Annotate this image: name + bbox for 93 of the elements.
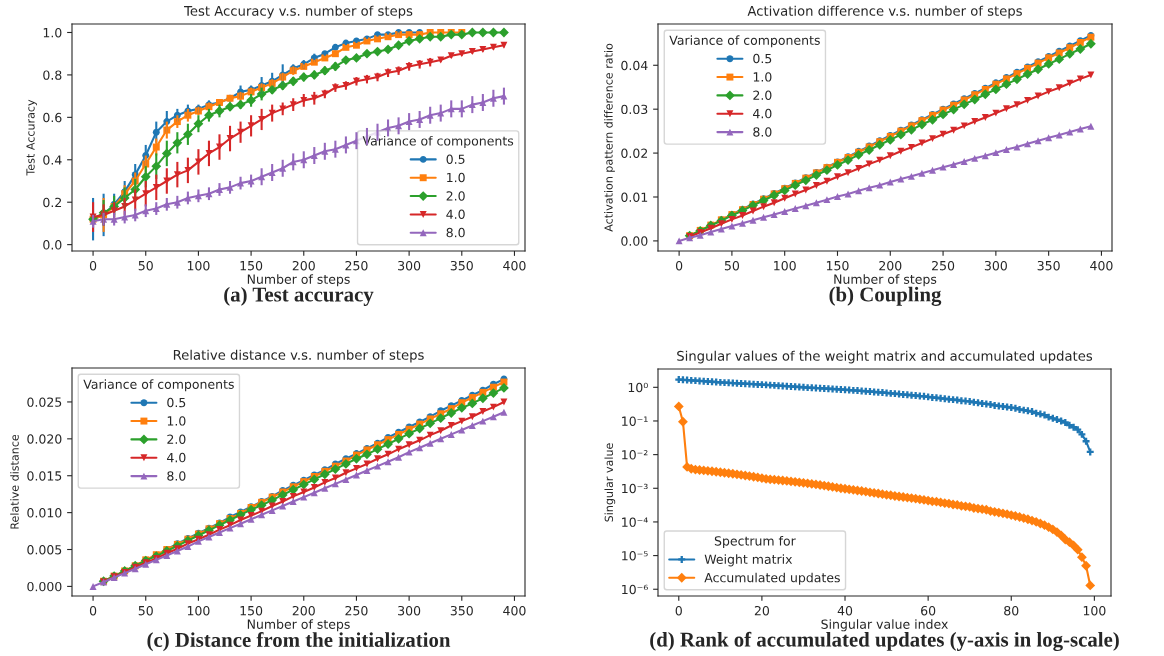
y-tick-label: 0.025 <box>27 397 62 407</box>
y-tick-label: 0.04 <box>621 60 648 71</box>
x-tick-label: 0 <box>89 260 97 271</box>
legend-label: 2.0 <box>753 90 772 100</box>
y-tick-label: 0.02 <box>621 148 648 159</box>
x-tick-label: 350 <box>450 260 473 271</box>
x-tick-label: 150 <box>826 260 849 271</box>
y-axis-title: Relative distance <box>10 434 19 529</box>
y-axis-title: Activation pattern difference ratio <box>604 43 615 232</box>
x-tick-label: 80 <box>1004 605 1019 616</box>
chart-title: Singular values of the weight matrix and accumulated updates <box>677 350 1093 364</box>
y-tick-label: 0.005 <box>27 544 62 555</box>
x-tick-label: 100 <box>1083 605 1106 616</box>
y-tick-label: 10⁻¹ <box>622 416 648 426</box>
y-tick-label: 0.020 <box>27 434 62 444</box>
text: (b) Coupling <box>829 286 942 306</box>
x-tick-label: 200 <box>292 260 315 271</box>
legend-label: Accumulated updates <box>704 572 840 585</box>
legend-label: 8.0 <box>167 471 186 481</box>
y-tick-label: 0.4 <box>43 155 62 165</box>
y-tick-label: 0.0 <box>43 240 62 250</box>
y-tick-label: 0.015 <box>27 471 62 481</box>
x-tick-label: 250 <box>345 260 368 271</box>
y-tick-label: 1.0 <box>43 27 62 38</box>
x-tick-label: 150 <box>240 260 263 271</box>
legend-label: 8.0 <box>753 127 772 137</box>
y-axis-title: Test Accuracy <box>26 99 37 176</box>
text: (c) Distance from the initialization <box>147 632 451 652</box>
x-tick-label: 350 <box>450 605 473 616</box>
x-tick-label: 250 <box>345 605 368 616</box>
legend-label: 2.0 <box>446 191 465 201</box>
x-tick-label: 50 <box>138 260 153 271</box>
x-axis-title: Singular value index <box>821 619 948 632</box>
y-tick-label: 0.6 <box>43 112 62 123</box>
legend-label: 0.5 <box>446 154 465 164</box>
y-axis-title: Singular value <box>604 443 616 522</box>
y-tick-label: 0.00 <box>621 236 648 246</box>
chart-title: Activation difference v.s. number of steps <box>747 5 1022 19</box>
legend-label: 4.0 <box>753 108 772 119</box>
x-tick-label: 50 <box>138 605 153 616</box>
legend-label: 1.0 <box>753 72 772 82</box>
x-tick-label: 20 <box>754 605 770 616</box>
legend-label: 0.5 <box>753 53 772 64</box>
x-tick-label: 300 <box>984 260 1007 271</box>
x-tick-label: 400 <box>503 605 526 616</box>
x-tick-label: 200 <box>292 605 315 616</box>
y-tick-label: 0.01 <box>621 192 648 202</box>
x-tick-label: 0 <box>675 605 682 616</box>
x-tick-label: 350 <box>1037 260 1060 271</box>
y-tick-label: 0.2 <box>43 197 62 208</box>
x-tick-label: 60 <box>921 605 936 616</box>
y-tick-label: 10⁻² <box>622 450 648 460</box>
y-tick-label: 0.010 <box>27 508 62 518</box>
legend-label: 4.0 <box>446 209 465 219</box>
x-tick-label: 250 <box>932 260 955 271</box>
legend-label: 0.5 <box>167 397 186 408</box>
x-tick-label: 50 <box>724 260 740 271</box>
x-axis-title: Number of steps <box>247 274 350 287</box>
x-tick-label: 0 <box>89 605 97 616</box>
y-tick-label: 0.03 <box>621 104 648 115</box>
x-tick-label: 150 <box>240 605 263 616</box>
x-tick-label: 100 <box>187 260 210 271</box>
x-axis-title: Number of steps <box>834 274 937 287</box>
text: (d) Rank of accumulated updates (y-axis in log-scale) <box>650 631 1119 652</box>
legend-title: Spectrum for <box>714 535 796 549</box>
legend-label: 8.0 <box>446 227 465 238</box>
y-tick-label: 10⁰ <box>628 382 648 393</box>
x-tick-label: 40 <box>837 605 853 616</box>
legend-label: 2.0 <box>167 434 186 444</box>
x-tick-label: 0 <box>675 260 683 271</box>
legend-title: Variance of components <box>669 35 820 48</box>
y-tick-label: 0.8 <box>43 70 62 80</box>
legend-label: 1.0 <box>167 416 186 426</box>
x-tick-label: 200 <box>879 260 902 271</box>
x-tick-label: 400 <box>1090 260 1113 271</box>
y-tick-label: 10⁻⁶ <box>622 584 648 595</box>
x-tick-label: 100 <box>187 605 210 616</box>
x-axis-title: Number of steps <box>247 619 350 632</box>
x-tick-label: 100 <box>774 260 796 271</box>
legend-label: Weight matrix <box>704 554 793 567</box>
legend-label: 4.0 <box>167 452 186 463</box>
y-tick-label: 10⁻⁴ <box>622 517 648 527</box>
text: (a) Test accuracy <box>224 286 374 306</box>
x-tick-label: 300 <box>398 605 421 616</box>
x-tick-label: 300 <box>398 260 421 271</box>
x-tick-label: 400 <box>503 260 526 271</box>
legend-label: 1.0 <box>447 172 465 183</box>
y-tick-label: 10⁻³ <box>622 483 648 494</box>
chart-title: Relative distance v.s. number of steps <box>173 349 424 363</box>
y-tick-label: 0.000 <box>27 581 62 592</box>
y-tick-label: 10⁻⁵ <box>622 551 648 561</box>
legend-title: Variance of components <box>83 379 234 392</box>
chart-title: Test Accuracy v.s. number of steps <box>184 5 413 19</box>
